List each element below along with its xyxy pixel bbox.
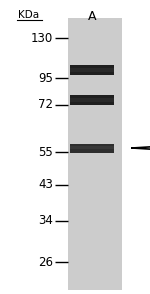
Text: 55: 55 (38, 146, 53, 158)
Text: KDa: KDa (18, 10, 39, 20)
Text: 26: 26 (38, 255, 53, 268)
Text: 130: 130 (31, 31, 53, 44)
Bar (70, 146, 114, 149)
Text: 43: 43 (38, 178, 53, 191)
Text: 95: 95 (38, 71, 53, 84)
Bar (70, 143, 114, 153)
Bar (70, 98, 114, 101)
Bar (68, 18, 122, 290)
Bar (70, 68, 114, 71)
Text: 34: 34 (38, 215, 53, 228)
Bar (70, 65, 114, 75)
Bar (70, 95, 114, 105)
Text: A: A (88, 10, 96, 23)
Text: 72: 72 (38, 98, 53, 111)
